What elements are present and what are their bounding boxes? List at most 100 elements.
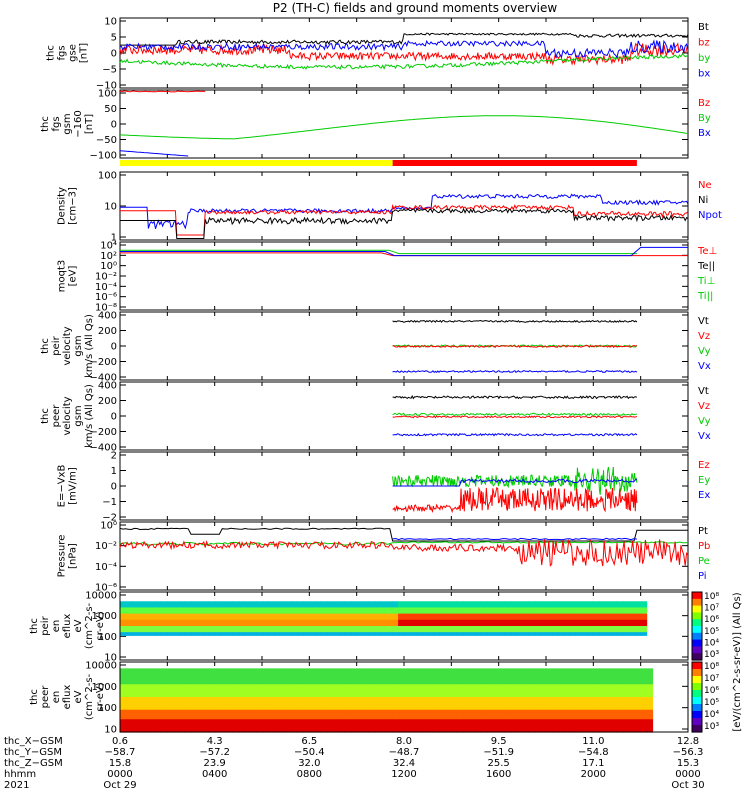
heatmap-cell [593, 607, 600, 612]
heatmap-cell [250, 677, 257, 682]
heatmap-cell [250, 697, 257, 701]
heatmap-cell [469, 687, 476, 692]
heatmap-cell [356, 709, 364, 714]
heatmap-cell [469, 719, 476, 724]
heatmap-cell [202, 671, 210, 676]
heatmap-cell [421, 632, 429, 636]
heatmap-cell [534, 629, 541, 633]
heatmap-cell [120, 684, 127, 689]
heatmap-cell [516, 697, 523, 701]
heatmap-cell [380, 619, 387, 624]
heatmap-cell [220, 722, 228, 727]
heatmap-cell [646, 690, 654, 695]
heatmap-cell [534, 684, 541, 689]
heatmap-cell [605, 601, 612, 605]
heatmap-cell [498, 703, 506, 708]
legend-entry: Vt [698, 316, 709, 327]
heatmap-cell [273, 607, 281, 612]
heatmap-cell [327, 632, 334, 636]
heatmap-cell [321, 632, 328, 636]
heatmap-cell [504, 613, 512, 618]
heatmap-cell [179, 604, 186, 609]
heatmap-cell [250, 613, 257, 618]
heatmap-cell [149, 684, 157, 689]
heatmap-cell [415, 722, 423, 727]
heatmap-cell [581, 613, 589, 618]
heatmap-cell [563, 700, 571, 704]
heatmap-cell [504, 687, 512, 692]
heatmap-cell [214, 607, 222, 612]
heatmap-cell [167, 668, 174, 673]
heatmap-cell [569, 610, 577, 615]
heatmap-cell [143, 709, 151, 714]
heatmap-cell [504, 632, 512, 636]
y-tick-label: 0 [111, 342, 117, 353]
heatmap-cell [498, 681, 506, 685]
heatmap-cell [179, 613, 186, 618]
heatmap-cell [569, 613, 577, 618]
heatmap-cell [510, 700, 518, 704]
xaxis-row-label: hhmm [4, 769, 36, 780]
heatmap-cell [463, 629, 470, 633]
heatmap-cell [427, 706, 435, 711]
heatmap-cell [593, 616, 600, 621]
heatmap-cell [368, 668, 376, 673]
heatmap-cell [285, 703, 293, 708]
heatmap-cell [202, 674, 210, 679]
heatmap-cell [380, 687, 387, 692]
heatmap-cell [368, 629, 376, 633]
heatmap-cell [303, 610, 310, 615]
y-axis-label: km/s (All Qs) [84, 384, 95, 448]
heatmap-cell [125, 607, 133, 612]
heatmap-cell [267, 703, 275, 708]
heatmap-cell [120, 706, 127, 711]
heatmap-cell [327, 725, 334, 730]
heatmap-cell [628, 632, 636, 636]
heatmap-cell [220, 681, 228, 685]
heatmap-cell [433, 677, 441, 682]
heatmap-cell [321, 719, 328, 724]
heatmap-cell [185, 604, 192, 609]
heatmap-cell [498, 709, 506, 714]
heatmap-cell [226, 697, 234, 701]
heatmap-cell [125, 722, 133, 727]
heatmap-cell [232, 607, 239, 612]
heatmap-cell [344, 601, 352, 605]
heatmap-cell [457, 610, 464, 615]
heatmap-cell [131, 687, 139, 692]
heatmap-cell [534, 632, 541, 636]
heatmap-cell [333, 712, 340, 717]
heatmap-cell [622, 693, 630, 698]
heatmap-cell [179, 700, 186, 704]
heatmap-cell [540, 616, 547, 621]
heatmap-cell [350, 616, 358, 621]
heatmap-cell [208, 607, 216, 612]
heatmap-cell [315, 668, 322, 673]
heatmap-cell [433, 728, 441, 733]
heatmap-cell [356, 674, 364, 679]
heatmap-cell [575, 681, 583, 685]
heatmap-cell [220, 712, 228, 717]
heatmap-cell [303, 690, 310, 695]
heatmap-cell [220, 671, 228, 676]
heatmap-cell [557, 684, 565, 689]
heatmap-cell [617, 712, 624, 717]
heatmap-cell [155, 668, 163, 673]
heatmap-cell [492, 681, 500, 685]
heatmap-cell [463, 690, 470, 695]
heatmap-cell [386, 709, 393, 714]
heatmap-cell [232, 725, 239, 730]
heatmap-cell [540, 693, 547, 698]
heatmap-cell [303, 616, 310, 621]
heatmap-cell [244, 674, 251, 679]
heatmap-cell [557, 674, 565, 679]
heatmap-cell [362, 700, 370, 704]
heatmap-cell [504, 690, 512, 695]
heatmap-cell [439, 613, 447, 618]
heatmap-cell [303, 706, 310, 711]
heatmap-cell [634, 709, 642, 714]
heatmap-cell [611, 706, 618, 711]
heatmap-cell [540, 607, 547, 612]
heatmap-cell [605, 607, 612, 612]
heatmap-cell [498, 722, 506, 727]
